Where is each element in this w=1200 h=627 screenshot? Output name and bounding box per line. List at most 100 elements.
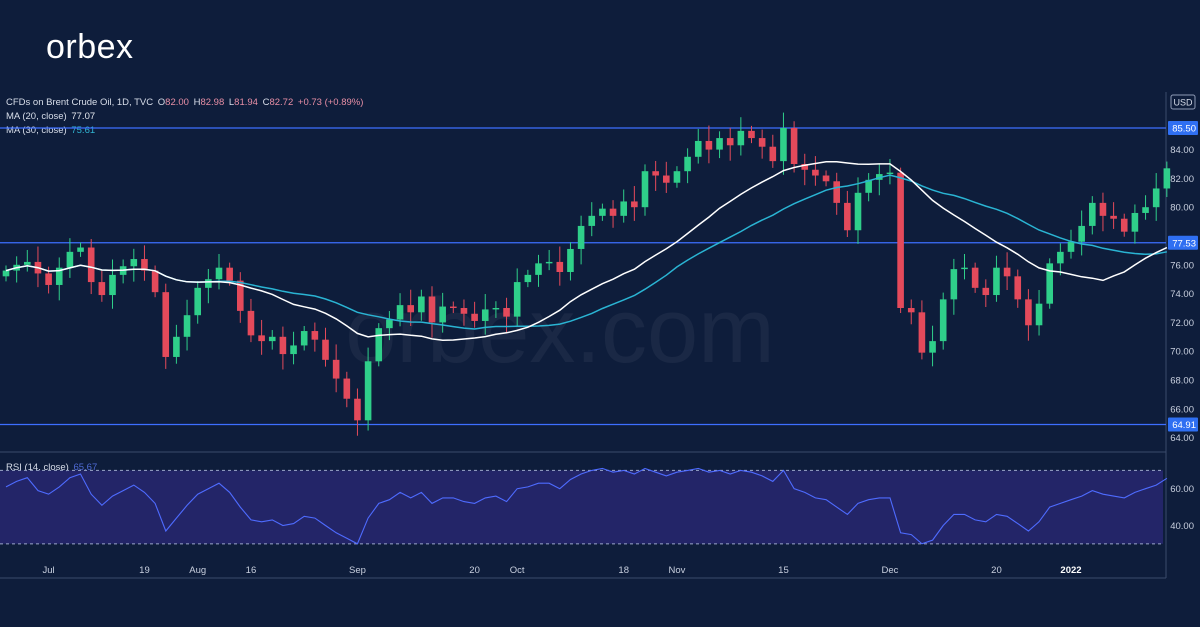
level-label: 64.91 <box>1172 420 1196 431</box>
time-tick-label: Jul <box>43 565 55 576</box>
candle-body <box>950 269 958 300</box>
time-tick-label: 15 <box>778 565 789 576</box>
price-tick-label: 72.00 <box>1170 318 1194 329</box>
candle-body <box>418 296 425 313</box>
candle-body <box>812 169 819 176</box>
candle-body <box>1035 303 1043 326</box>
rsi-tick-label: 60.00 <box>1170 484 1194 495</box>
candle-body <box>716 138 723 150</box>
legend-high-label: H <box>193 97 201 108</box>
level-label: 77.53 <box>1172 238 1196 249</box>
price-tick-label: 70.00 <box>1170 347 1194 358</box>
candle-body <box>311 331 319 340</box>
candle-body <box>1099 202 1107 216</box>
candle-body <box>396 305 404 320</box>
time-tick-label: 18 <box>618 565 629 576</box>
candle-body <box>215 267 223 280</box>
candle-body <box>748 130 755 139</box>
level-label-box <box>1168 417 1198 432</box>
candle-body <box>1025 299 1032 326</box>
candle-body <box>737 130 745 146</box>
candle-body <box>98 282 106 296</box>
legend-ma30-value: 75.61 <box>71 125 96 136</box>
candle-body <box>1078 225 1085 242</box>
legend-ma20-value: 77.07 <box>71 111 96 122</box>
candle-body <box>173 336 180 357</box>
candle-body <box>481 309 489 321</box>
candle-body <box>471 313 478 321</box>
legend-rsi-row: RSI (14, close) 65.67 <box>6 462 99 473</box>
candle-body <box>631 201 638 208</box>
candle-body <box>45 273 52 285</box>
legend-open-value: 82.00 <box>165 97 189 108</box>
candle-body <box>844 202 851 231</box>
candle-body <box>364 361 372 421</box>
time-tick-label: Sep <box>349 565 366 576</box>
candle-body <box>322 339 329 360</box>
candle-body <box>1110 215 1117 219</box>
legend-low-label: L <box>228 97 235 108</box>
candle-body <box>694 140 702 157</box>
legend-ma30-row: MA (30, close) 75.61 <box>6 125 97 136</box>
candle-body <box>354 398 361 421</box>
candle-body <box>194 287 201 316</box>
candle-body <box>609 208 617 216</box>
candle-body <box>55 267 63 285</box>
candle-body <box>1057 251 1064 264</box>
candle-body <box>939 299 947 342</box>
candle-body <box>865 179 872 193</box>
candle-body <box>982 287 990 296</box>
candle-body <box>1089 202 1096 226</box>
candle-body <box>918 312 926 353</box>
candle-body <box>726 138 734 146</box>
candle-body <box>439 306 446 323</box>
candle-body <box>801 164 809 170</box>
legend-close-label: C <box>262 97 270 108</box>
candle-body <box>545 261 553 264</box>
candle-body <box>1003 267 1011 277</box>
candle-body <box>407 305 414 313</box>
candle-body <box>183 315 191 337</box>
legend-ma20-label: MA (20, close) <box>6 111 67 122</box>
candle-body <box>577 225 585 249</box>
candle-body <box>588 215 596 226</box>
legend-ma20-row: MA (20, close) 77.07 <box>6 111 97 122</box>
candle-body <box>886 172 894 175</box>
level-label-box <box>1168 235 1198 250</box>
candle-body <box>268 336 276 342</box>
rsi-tick-label: 40.00 <box>1170 521 1194 532</box>
candle-body <box>290 345 297 355</box>
candle-body <box>1131 212 1139 232</box>
legend-close-value: 82.72 <box>269 97 294 108</box>
legend-ohlc-row: CFDs on Brent Crude Oil, 1D, TVC O82.00 … <box>6 97 365 108</box>
currency-box <box>1170 94 1196 110</box>
legend-rsi-value: 65.67 <box>73 462 98 473</box>
candle-body <box>332 359 340 379</box>
candle-body <box>24 261 31 265</box>
candle-body <box>758 138 766 147</box>
time-tick-label: Dec <box>881 565 898 576</box>
candle-body <box>673 171 681 183</box>
candle-body <box>343 378 351 399</box>
candle-body <box>971 267 979 288</box>
level-label: 85.50 <box>1172 124 1196 135</box>
rsi-line <box>5 467 1168 545</box>
ma20-line <box>5 161 1168 341</box>
price-tick-label: 68.00 <box>1170 376 1194 387</box>
legend-open-label: O <box>157 97 166 108</box>
price-tick-label: 76.00 <box>1170 260 1194 271</box>
legend-high-value: 82.98 <box>200 97 225 108</box>
candle-body <box>141 259 148 271</box>
candle-body <box>2 270 10 277</box>
candle-body <box>961 267 968 270</box>
candle-body <box>854 192 862 231</box>
level-label-box <box>1168 121 1198 135</box>
time-tick-label: Oct <box>510 565 525 576</box>
candle-body <box>460 308 468 314</box>
price-tick-label: 66.00 <box>1170 404 1194 415</box>
candle-body <box>524 274 532 283</box>
candle-body <box>1046 263 1053 304</box>
candle-body <box>1014 276 1022 300</box>
candle-body <box>929 341 936 353</box>
